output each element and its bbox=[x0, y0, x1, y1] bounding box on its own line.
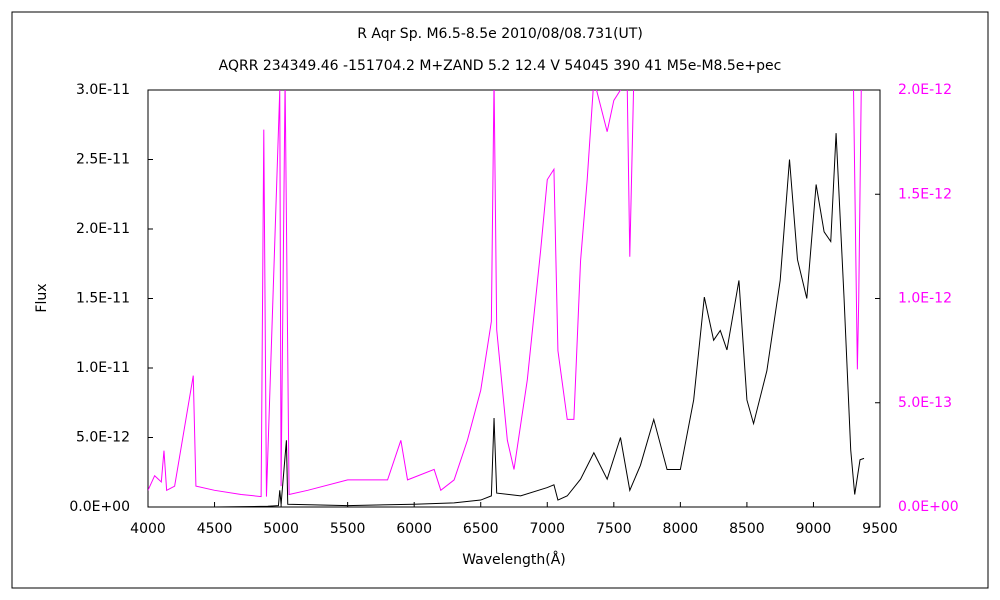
y2-tick-label: 0.0E+00 bbox=[898, 499, 959, 515]
y2-tick-label: 1.5E-12 bbox=[898, 186, 952, 202]
x-tick-label: 6500 bbox=[463, 521, 499, 537]
y-tick-label: 3.0E-11 bbox=[76, 82, 130, 98]
y-tick-label: 0.0E+00 bbox=[69, 499, 130, 515]
x-tick-label: 8000 bbox=[663, 521, 699, 537]
x-tick-label: 5500 bbox=[330, 521, 366, 537]
y2-tick-label: 2.0E-12 bbox=[898, 82, 952, 98]
y-tick-label: 2.0E-11 bbox=[76, 221, 130, 237]
x-tick-label: 5000 bbox=[263, 521, 299, 537]
x-tick-label: 7000 bbox=[529, 521, 565, 537]
y-tick-label: 1.0E-11 bbox=[76, 360, 130, 376]
frame bbox=[11, 11, 989, 589]
spectrum-line bbox=[148, 90, 862, 498]
y-tick-label: 2.5E-11 bbox=[76, 152, 130, 168]
x-tick-label: 9000 bbox=[796, 521, 832, 537]
chart-subtitle: AQRR 234349.46 -151704.2 M+ZAND 5.2 12.4… bbox=[219, 58, 782, 74]
x-tick-label: 9500 bbox=[862, 521, 898, 537]
plot-area bbox=[147, 89, 881, 508]
x-tick-label: 4500 bbox=[197, 521, 233, 537]
y-axis-label: Flux bbox=[34, 283, 50, 312]
y2-tick-label: 5.0E-13 bbox=[898, 395, 952, 411]
x-axis-label: Wavelength(Å) bbox=[462, 551, 566, 568]
x-tick-label: 4000 bbox=[130, 521, 166, 537]
y2-tick-label: 1.0E-12 bbox=[898, 291, 952, 307]
y-tick-label: 5.0E-12 bbox=[76, 430, 130, 446]
x-tick-label: 7500 bbox=[596, 521, 632, 537]
x-tick-label: 8500 bbox=[729, 521, 765, 537]
spectrum-line bbox=[148, 133, 865, 507]
y-tick-label: 1.5E-11 bbox=[76, 291, 130, 307]
chart-title: R Aqr Sp. M6.5-8.5e 2010/08/08.731(UT) bbox=[357, 26, 643, 42]
x-tick-label: 6000 bbox=[396, 521, 432, 537]
